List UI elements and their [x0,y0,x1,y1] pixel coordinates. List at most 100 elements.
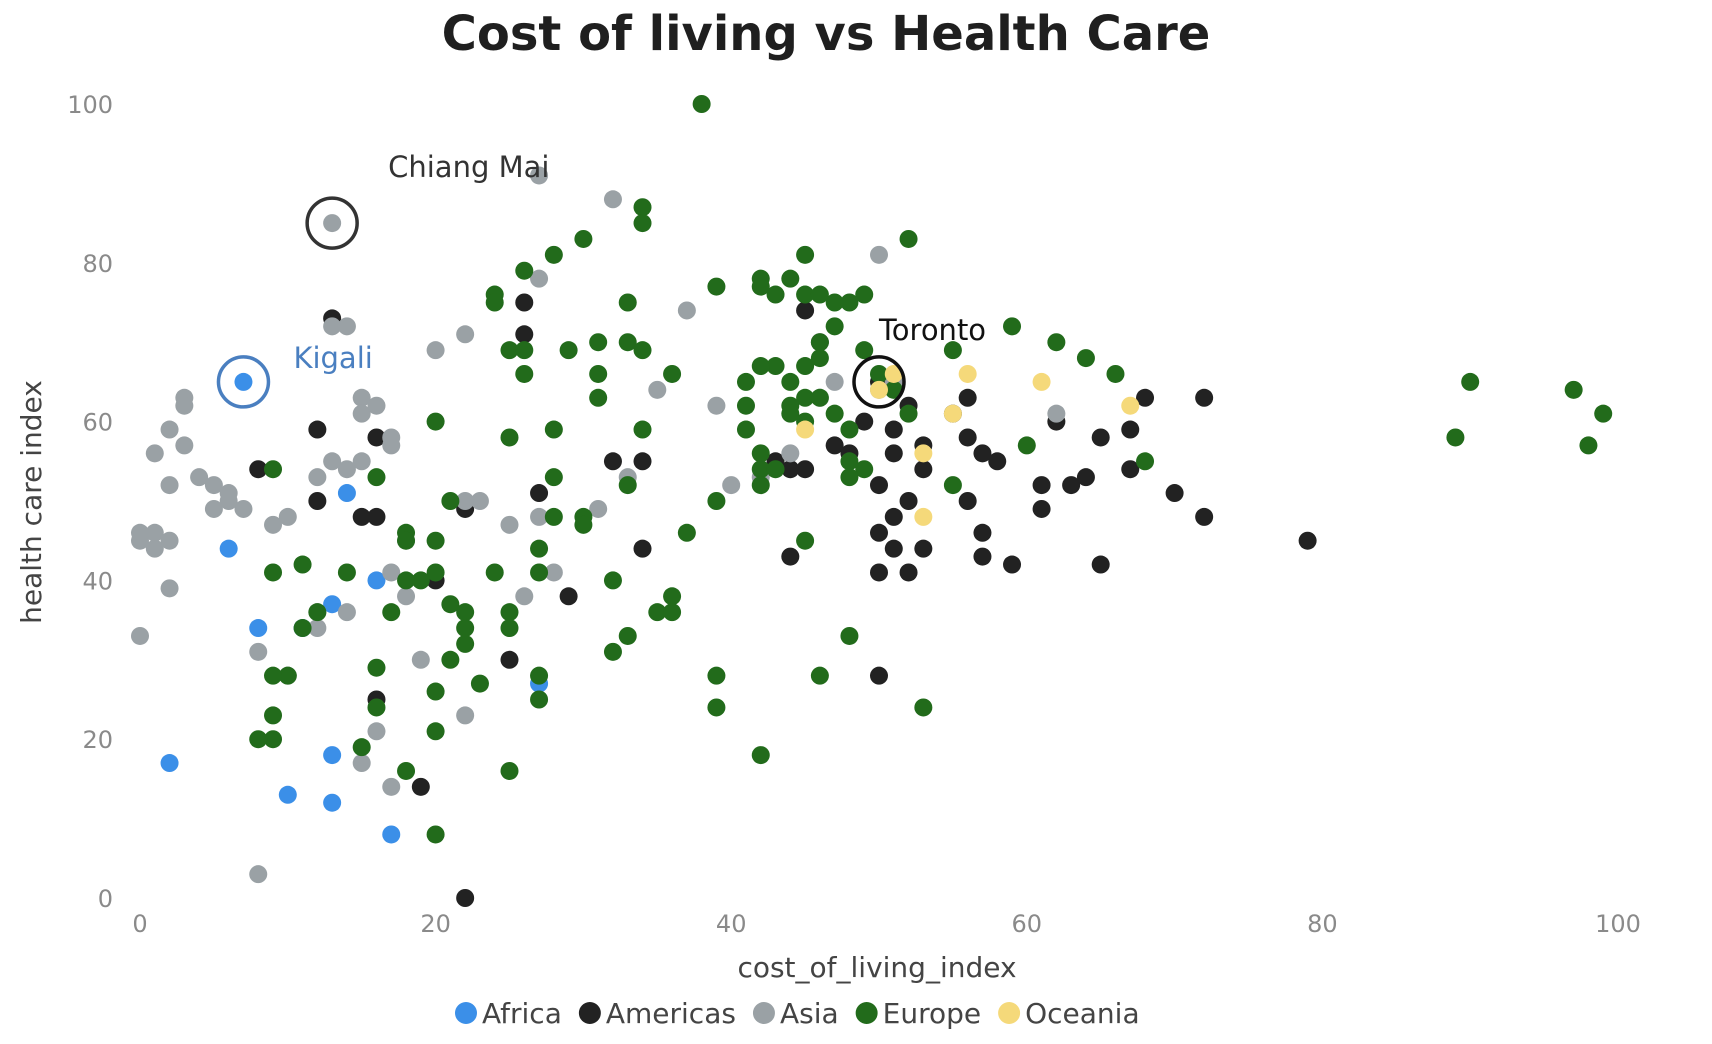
data-point-europe [293,555,312,574]
data-point-europe [751,746,770,765]
data-point-europe [530,690,549,709]
data-point-europe [810,333,829,352]
data-point-europe [736,372,755,391]
data-point-asia [367,722,386,741]
y-tick-label: 100 [67,91,113,119]
data-point-asia [175,396,194,415]
data-point-europe [397,571,416,590]
data-point-europe [796,388,815,407]
data-point-europe [633,420,652,439]
data-point-asia [382,563,401,582]
legend-marker-europe [855,1002,878,1024]
data-points [131,95,1613,907]
data-point-americas [884,539,903,558]
data-point-europe [766,460,785,479]
data-point-asia [145,523,164,542]
data-point-asia [190,468,209,487]
data-point-asia [603,190,622,209]
data-point-europe [663,587,682,606]
data-point-americas [500,650,519,669]
data-point-europe [382,603,401,622]
data-point-europe [500,603,519,622]
data-point-americas [1298,531,1317,550]
data-point-americas [633,452,652,471]
data-point-oceania [914,444,933,463]
data-point-americas [308,492,327,510]
data-point-europe [515,341,534,360]
data-point-asia [382,436,401,455]
data-point-asia [219,492,238,510]
data-point-americas [884,444,903,463]
data-point-europe [1003,317,1022,336]
data-point-asia [352,388,371,407]
data-point-europe [426,825,445,844]
legend-marker-americas [578,1002,601,1024]
data-point-europe [766,285,785,304]
data-point-asia [234,499,253,518]
data-point-europe [574,229,593,248]
data-point-asia [160,531,179,550]
data-point-americas [1091,428,1110,447]
y-tick-label: 60 [82,409,113,437]
data-point-americas [796,460,815,479]
y-tick-label: 0 [98,885,113,913]
data-point-europe [530,666,549,685]
data-point-europe [840,626,859,645]
data-point-asia [308,468,327,487]
data-point-europe [781,404,800,423]
data-point-europe [308,603,327,622]
data-point-europe [367,468,386,487]
data-point-asia [337,460,356,479]
data-point-americas [796,301,815,320]
data-point-asia [204,499,223,518]
data-point-europe [367,658,386,677]
data-point-asia [323,452,342,471]
data-point-europe [618,333,637,352]
data-point-americas [1136,388,1155,407]
annotation-ring [852,355,906,409]
data-point-asia [500,515,519,534]
data-point-asia [278,507,297,526]
data-point-europe [441,595,460,614]
data-point-europe [810,349,829,368]
data-point-americas [411,777,430,796]
data-point-europe [663,603,682,622]
data-point-europe [707,492,726,510]
data-point-europe [707,698,726,717]
data-point-americas [530,484,549,503]
data-point-asia [544,563,563,582]
data-point-americas [825,436,844,455]
data-point-asia [470,492,489,510]
data-point-europe [515,364,534,383]
data-point-europe [618,626,637,645]
data-point-americas [958,492,977,510]
data-point-asia [367,396,386,415]
data-point-europe [426,722,445,741]
data-point-europe [500,619,519,638]
data-point-europe [633,198,652,217]
data-point-europe [707,666,726,685]
x-tick-label: 40 [716,910,747,938]
data-point-asia [722,476,741,495]
data-point-asia [515,587,534,606]
data-point-europe [397,761,416,780]
legend-label-africa: Africa [482,997,562,1030]
data-point-americas [367,428,386,447]
data-point-africa [367,571,386,590]
data-point-europe [633,214,652,233]
data-point-asia [145,539,164,558]
data-point-americas [884,420,903,439]
data-point-americas [603,452,622,471]
data-point-europe [589,364,608,383]
data-point-europe [352,738,371,757]
legend-label-europe: Europe [883,997,981,1030]
data-point-asia [352,754,371,773]
annotation-label: Chiang Mai [388,150,549,184]
data-point-europe [456,619,475,638]
data-point-europe [249,730,268,749]
data-point-americas [958,428,977,447]
data-point-asia [323,317,342,336]
x-tick-label: 80 [1307,910,1338,938]
data-point-europe [411,571,430,590]
